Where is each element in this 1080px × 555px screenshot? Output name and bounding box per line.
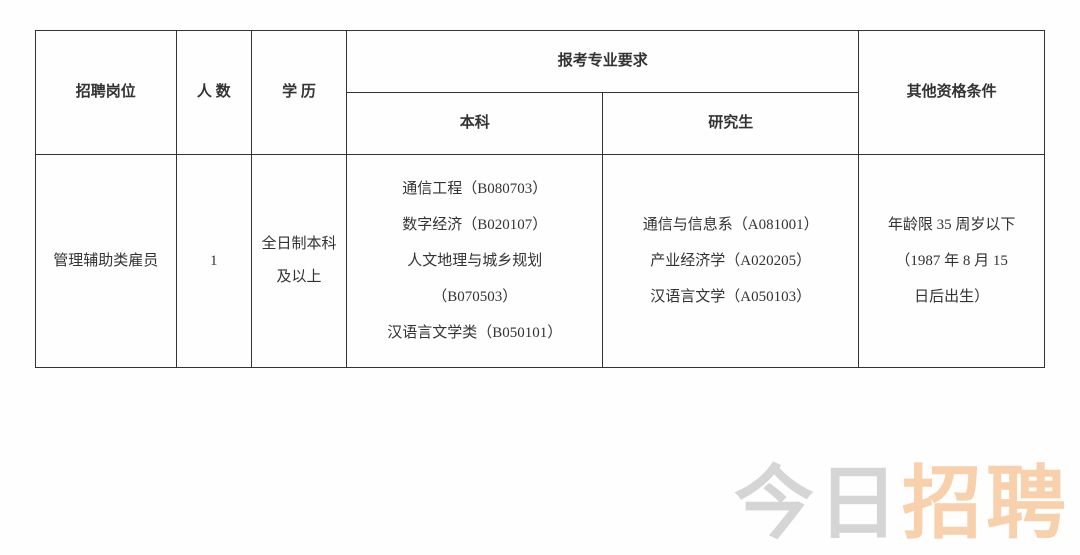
cell-graduate: 通信与信息系（A081001）产业经济学（A020205）汉语言文学（A0501…	[603, 155, 859, 368]
watermark: 今日招聘	[734, 439, 1070, 555]
header-position: 招聘岗位	[36, 31, 177, 155]
cell-education: 全日制本科及以上	[251, 155, 346, 368]
cell-other: 年龄限 35 周岁以下（1987 年 8 月 15日后出生）	[859, 155, 1045, 368]
recruitment-table: 招聘岗位 人 数 学 历 报考专业要求 其他资格条件 本科 研究生 管理辅助类雇…	[35, 30, 1045, 368]
cell-position: 管理辅助类雇员	[36, 155, 177, 368]
header-bachelor: 本科	[347, 93, 603, 155]
recruitment-table-container: 招聘岗位 人 数 学 历 报考专业要求 其他资格条件 本科 研究生 管理辅助类雇…	[0, 0, 1080, 398]
watermark-part1: 今日	[734, 459, 902, 548]
header-row-1: 招聘岗位 人 数 学 历 报考专业要求 其他资格条件	[36, 31, 1045, 93]
header-other: 其他资格条件	[859, 31, 1045, 155]
table-row: 管理辅助类雇员 1 全日制本科及以上 通信工程（B080703）数字经济（B02…	[36, 155, 1045, 368]
header-major-req: 报考专业要求	[347, 31, 859, 93]
cell-bachelor: 通信工程（B080703）数字经济（B020107）人文地理与城乡规划（B070…	[347, 155, 603, 368]
header-education: 学 历	[251, 31, 346, 155]
watermark-part2: 招聘	[902, 459, 1070, 548]
cell-count: 1	[176, 155, 251, 368]
header-graduate: 研究生	[603, 93, 859, 155]
header-count: 人 数	[176, 31, 251, 155]
